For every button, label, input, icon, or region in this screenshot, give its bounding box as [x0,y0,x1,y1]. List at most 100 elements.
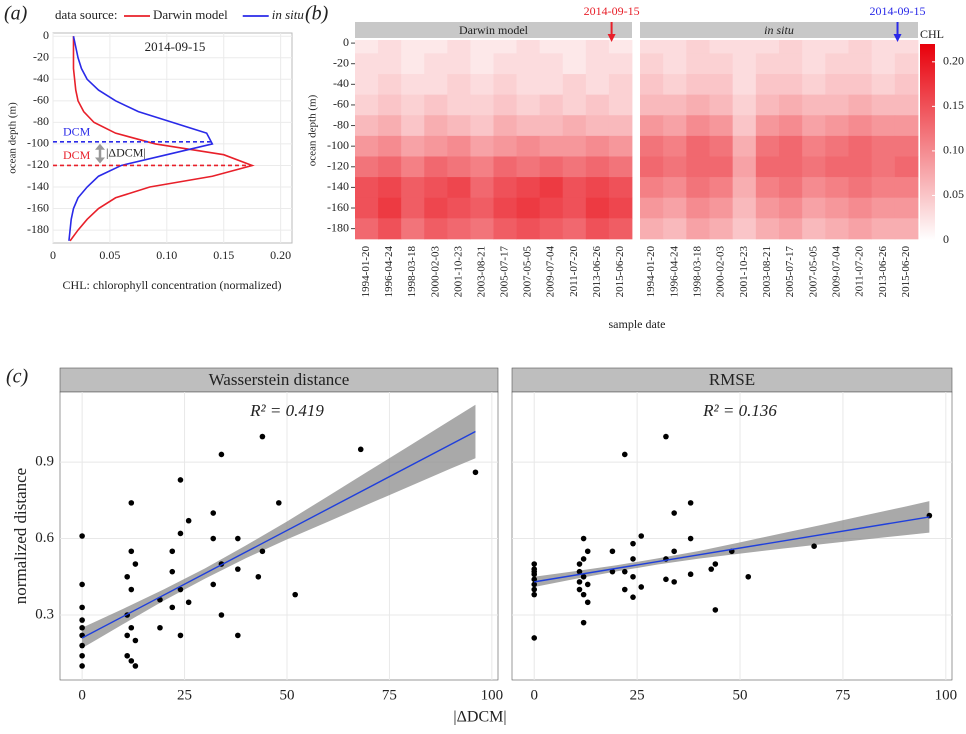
heat-cell [355,40,379,54]
y-tick-label: -80 [33,114,49,128]
data-point [128,500,135,506]
colorbar-title: CHL [920,27,944,41]
data-point [124,652,130,659]
heat-cell [608,53,633,75]
x-tick-label: 2005-07-17 [784,246,796,298]
heat-cell [640,218,664,240]
y-tick-label: -20 [33,50,49,64]
heat-cell [686,156,710,178]
heat-cell [825,53,849,75]
heat-cell [640,197,664,219]
heat-cell [562,135,587,157]
heat-cell [802,156,826,178]
marker-label: 2014-09-15 [870,4,926,18]
heat-cell [608,74,633,96]
x-tick-label: 0.20 [270,248,291,262]
marker-arrowhead [893,34,902,42]
x-axis-label: CHL: chlorophyll concentration (normaliz… [63,278,282,292]
y-tick-label: 0.3 [35,606,54,622]
y-tick-label: -60 [33,93,49,107]
heat-cell [686,115,710,137]
heat-cell [640,115,664,137]
heat-cell [424,218,448,240]
heat-cell [608,177,633,199]
heat-cell [640,156,664,178]
y-tick-label: -40 [33,71,49,85]
heat-cell [355,177,379,199]
heat-cell [686,135,710,157]
heat-cell [825,218,849,240]
x-tick-label: 2005-07-17 [499,246,511,298]
dcm-label: DCM [63,125,91,139]
heat-cell [401,115,425,137]
x-tick-label: 2003-08-21 [761,246,773,297]
heat-cell [470,40,494,54]
data-point [210,535,217,542]
heat-cell [825,156,849,178]
heat-cell [516,218,541,240]
data-point [621,586,628,593]
facet-strip [59,367,499,393]
heat-cell [755,94,780,116]
x-tick-label: 2007-05-05 [807,246,819,298]
x-tick-label: 0.10 [156,248,177,262]
heat-cell [355,135,379,157]
heat-cell [686,40,710,54]
data-point [580,591,587,598]
heat-cell [585,135,610,157]
x-tick-label: 1996-04-24 [668,246,680,298]
x-tick-label: 50 [279,687,294,703]
heat-cell [802,197,826,219]
heat-cell [709,197,734,219]
heat-cell [447,53,471,75]
heat-cell [871,53,896,75]
y-axis-label: normalized distance [11,468,30,604]
x-tick-label: 2001-10-23 [452,246,464,298]
heat-cell [848,156,873,178]
x-tick-label: 0 [78,687,86,703]
heat-cell [779,177,803,199]
heat-cell [401,135,425,157]
heat-cell [686,74,710,96]
heat-cell [447,40,471,54]
heat-cell [686,94,710,116]
data-point [132,561,139,567]
heat-cell [424,156,448,178]
data-point [210,581,217,588]
heat-cell [470,94,494,116]
heat-cell [663,218,687,240]
data-point [259,433,266,440]
data-point [671,510,677,516]
data-point [235,632,241,639]
heat-cell [894,135,919,157]
heat-cell [848,135,873,157]
heat-cell [608,115,633,137]
heat-cell [779,135,803,157]
heat-cell [401,197,425,219]
heat-cell [493,135,517,157]
heat-cell [378,94,402,116]
profile-line [69,36,255,242]
data-point [132,663,139,669]
delta-label: |ΔDCM| [106,145,146,159]
heat-cell [894,53,919,75]
heat-cell [871,115,896,137]
panel-label: (c) [6,366,29,388]
heat-cell [562,156,587,178]
data-point [576,561,583,567]
heat-cell [871,177,896,199]
heat-cell [562,197,587,219]
heat-cell [640,177,664,199]
heat-cell [539,40,564,54]
heat-cell [585,74,610,96]
heat-cell [709,156,734,178]
heat-cell [663,197,687,219]
heat-cell [825,115,849,137]
heat-cell [732,177,757,199]
heat-cell [516,74,541,96]
data-point [745,573,752,580]
colorbar-tick-label: 0 [943,232,949,246]
heat-cell [894,40,919,54]
heat-cell [539,74,564,96]
heat-cell [663,94,687,116]
